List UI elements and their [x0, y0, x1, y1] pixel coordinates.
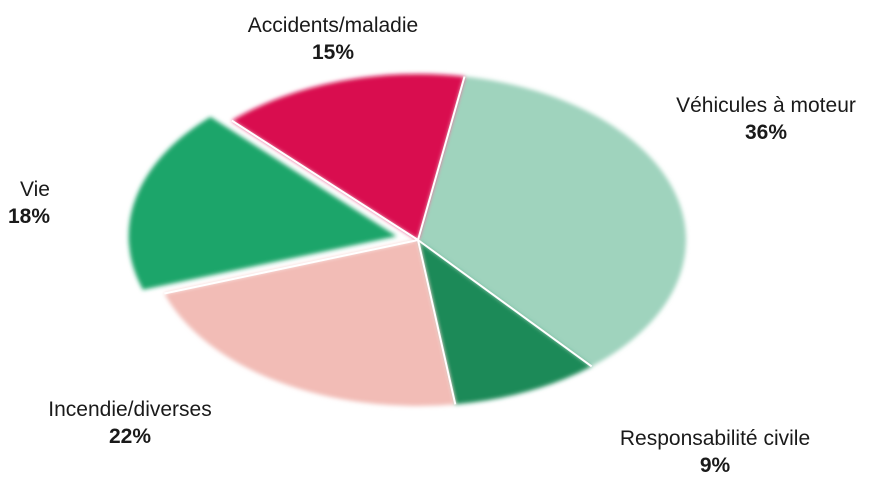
label-accidents-maladie: Accidents/maladie 15% [208, 12, 458, 66]
label-vie: Vie 18% [8, 176, 88, 230]
label-responsabilite-civile: Responsabilité civile 9% [590, 425, 840, 479]
slice-accidents-maladie [231, 74, 465, 240]
label-incendie-diverses-value: 22% [108, 425, 152, 448]
label-vehicules-a-moteur-name: Véhicules à moteur [676, 94, 856, 117]
label-vie-name: Vie [20, 178, 50, 201]
slice-vie [128, 116, 397, 290]
label-accidents-maladie-name: Accidents/maladie [247, 14, 419, 37]
slice-incendie-diverses [164, 240, 456, 406]
slice-vehicules-a-moteur [418, 76, 686, 367]
slice-separator [231, 119, 419, 241]
label-responsabilite-civile-value: 9% [699, 454, 731, 477]
label-responsabilite-civile-name: Responsabilité civile [619, 427, 811, 450]
label-accidents-maladie-value: 15% [311, 41, 355, 64]
slice-separator [164, 239, 419, 295]
slice-separator [417, 239, 593, 368]
slice-separator [417, 239, 457, 405]
slice-responsabilite-civile [418, 240, 592, 405]
label-vehicules-a-moteur: Véhicules à moteur 36% [648, 92, 884, 146]
label-incendie-diverses-name: Incendie/diverses [48, 398, 212, 421]
slice-separator [417, 76, 466, 241]
label-vie-value: 18% [8, 205, 51, 228]
label-incendie-diverses: Incendie/diverses 22% [20, 396, 240, 450]
label-vehicules-a-moteur-value: 36% [744, 121, 788, 144]
